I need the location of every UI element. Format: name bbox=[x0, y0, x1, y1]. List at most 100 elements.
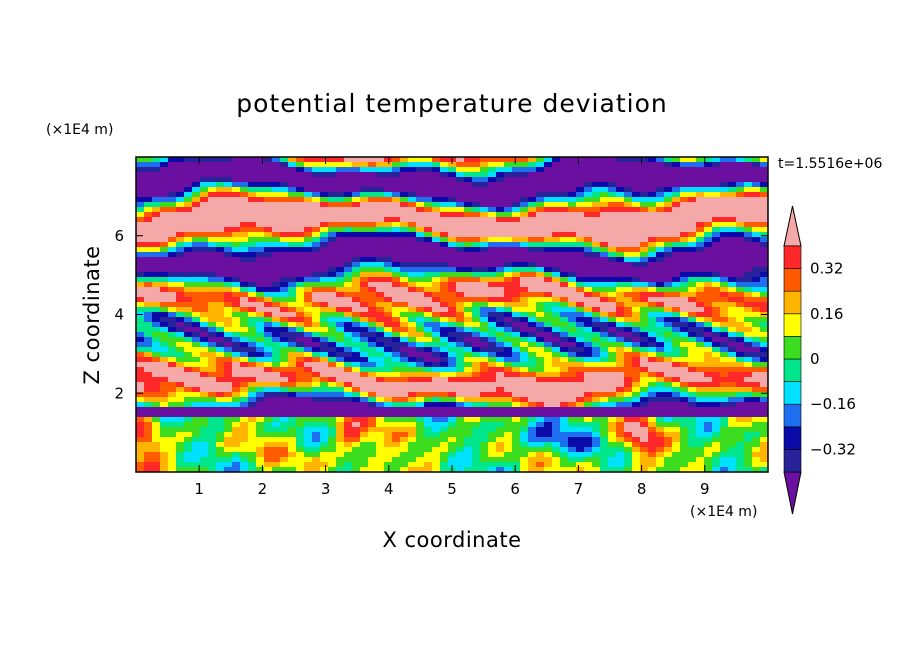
contour-cell bbox=[544, 462, 553, 468]
contour-cell bbox=[144, 392, 153, 398]
contour-cell bbox=[760, 297, 768, 303]
contour-cell bbox=[296, 337, 305, 343]
contour-cell bbox=[672, 452, 681, 458]
contour-cell bbox=[192, 367, 201, 373]
contour-cell bbox=[456, 312, 465, 318]
contour-cell bbox=[160, 192, 169, 198]
contour-cell bbox=[656, 312, 665, 318]
contour-cell bbox=[600, 197, 609, 203]
contour-cell bbox=[344, 207, 353, 213]
contour-cell bbox=[416, 357, 425, 363]
contour-cell bbox=[248, 437, 257, 443]
contour-cell bbox=[208, 327, 217, 333]
contour-cell bbox=[584, 442, 593, 448]
contour-cell bbox=[136, 367, 145, 373]
contour-cell bbox=[528, 302, 537, 308]
contour-cell bbox=[200, 337, 209, 343]
contour-cell bbox=[496, 192, 505, 198]
contour-cell bbox=[240, 467, 249, 472]
contour-cell bbox=[408, 247, 417, 253]
contour-cell bbox=[752, 457, 761, 463]
contour-cell bbox=[328, 252, 337, 258]
contour-cell bbox=[304, 242, 313, 248]
contour-cell bbox=[552, 452, 561, 458]
contour-cell bbox=[272, 347, 281, 353]
contour-cell bbox=[552, 432, 561, 438]
contour-cell bbox=[696, 372, 705, 378]
contour-cell bbox=[600, 302, 609, 308]
contour-cell bbox=[400, 257, 409, 263]
contour-cell bbox=[216, 177, 225, 183]
contour-cell bbox=[168, 372, 177, 378]
contour-cell bbox=[672, 402, 681, 408]
contour-cell bbox=[312, 222, 321, 228]
contour-cell bbox=[440, 297, 449, 303]
contour-cell bbox=[576, 162, 585, 168]
contour-cell bbox=[248, 432, 257, 438]
contour-cell bbox=[384, 167, 393, 173]
contour-cell bbox=[744, 337, 753, 343]
contour-cell bbox=[608, 157, 617, 163]
contour-cell bbox=[432, 182, 441, 188]
contour-cell bbox=[728, 407, 737, 413]
contour-cell bbox=[344, 217, 353, 223]
contour-cell bbox=[200, 312, 209, 318]
contour-cell bbox=[192, 397, 201, 403]
contour-cell bbox=[288, 452, 297, 458]
contour-cell bbox=[544, 247, 553, 253]
contour-cell bbox=[352, 242, 361, 248]
contour-cell bbox=[296, 162, 305, 168]
contour-cell bbox=[752, 337, 761, 343]
contour-cell bbox=[376, 202, 385, 208]
contour-cell bbox=[152, 287, 161, 293]
contour-cell bbox=[344, 447, 353, 453]
contour-cell bbox=[560, 222, 569, 228]
contour-cell bbox=[552, 252, 561, 258]
contour-cell bbox=[752, 322, 761, 328]
contour-cell bbox=[680, 452, 689, 458]
contour-cell bbox=[424, 252, 433, 258]
contour-cell bbox=[568, 392, 577, 398]
contour-cell bbox=[760, 332, 768, 338]
contour-cell bbox=[480, 367, 489, 373]
contour-cell bbox=[592, 302, 601, 308]
contour-cell bbox=[624, 217, 633, 223]
contour-cell bbox=[208, 337, 217, 343]
contour-cell bbox=[576, 287, 585, 293]
contour-cell bbox=[648, 312, 657, 318]
contour-cell bbox=[184, 227, 193, 233]
contour-cell bbox=[608, 262, 617, 268]
contour-cell bbox=[144, 342, 153, 348]
contour-cell bbox=[392, 192, 401, 198]
contour-cell bbox=[408, 272, 417, 278]
contour-cell bbox=[416, 407, 425, 413]
contour-cell bbox=[760, 197, 768, 203]
contour-cell bbox=[680, 272, 689, 278]
contour-cell bbox=[760, 452, 768, 458]
contour-cell bbox=[424, 172, 433, 178]
contour-cell bbox=[560, 292, 569, 298]
contour-cell bbox=[464, 217, 473, 223]
contour-cell bbox=[352, 282, 361, 288]
contour-cell bbox=[192, 197, 201, 203]
contour-cell bbox=[504, 362, 513, 368]
contour-cell bbox=[656, 402, 665, 408]
contour-cell bbox=[248, 382, 257, 388]
contour-cell bbox=[208, 282, 217, 288]
contour-cell bbox=[184, 377, 193, 383]
contour-cell bbox=[152, 202, 161, 208]
contour-cell bbox=[224, 447, 233, 453]
contour-cell bbox=[184, 447, 193, 453]
contour-cell bbox=[584, 462, 593, 468]
contour-cell bbox=[584, 392, 593, 398]
contour-cell bbox=[680, 402, 689, 408]
contour-cell bbox=[480, 347, 489, 353]
contour-cell bbox=[600, 177, 609, 183]
contour-cell bbox=[584, 297, 593, 303]
contour-cell bbox=[760, 227, 768, 233]
contour-cell bbox=[496, 307, 505, 313]
contour-cell bbox=[176, 262, 185, 268]
contour-cell bbox=[480, 262, 489, 268]
contour-cell bbox=[304, 272, 313, 278]
contour-cell bbox=[640, 382, 649, 388]
